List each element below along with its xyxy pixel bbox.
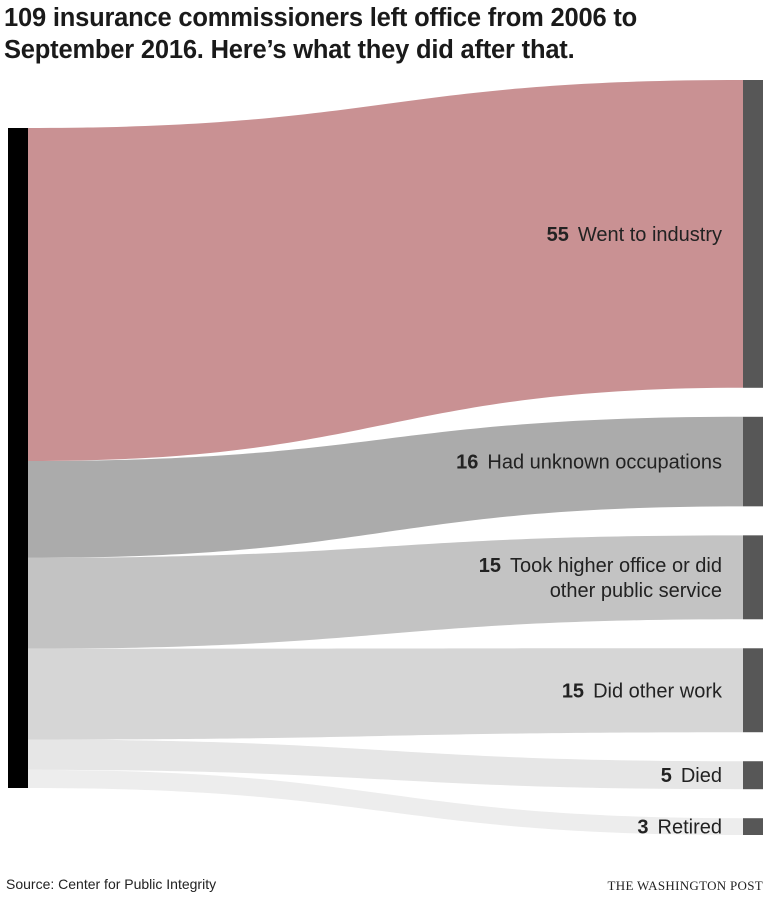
- flow-value-2: 15: [479, 555, 501, 577]
- publisher-logo: THE WASHINGTON POST: [607, 878, 763, 893]
- sankey-flow-1: [28, 416, 743, 558]
- flow-label-line-2-0: Took higher office or did: [510, 555, 722, 577]
- flow-label-4: 5 Died: [661, 765, 722, 787]
- target-node-3: [743, 648, 763, 733]
- flow-value-3: 15: [562, 680, 584, 702]
- flow-label-line-2-1: other public service: [550, 580, 722, 602]
- title-line-2: September 2016. Here’s what they did aft…: [4, 36, 575, 64]
- sankey-flow-0: [28, 80, 743, 462]
- target-node-4: [743, 761, 763, 790]
- flow-label-3: 15 Did other work: [562, 680, 723, 702]
- flow-label-line-1-0: Had unknown occupations: [487, 452, 722, 474]
- flow-value-4: 5: [661, 765, 672, 787]
- flow-value-0: 55: [547, 224, 569, 246]
- target-node-0: [743, 80, 763, 388]
- target-node-5: [743, 818, 763, 835]
- target-node-2: [743, 535, 763, 620]
- title-line-1: 109 insurance commissioners left office …: [4, 4, 638, 32]
- sankey-flow-4: [28, 739, 743, 790]
- sankey-flow-3: [28, 648, 743, 740]
- flow-value-1: 16: [456, 452, 478, 474]
- source-note: Source: Center for Public Integrity: [6, 876, 217, 892]
- flow-label-line-4-0: Died: [681, 765, 722, 787]
- sankey-flow-5: [28, 769, 743, 835]
- sankey-flow-2: [28, 535, 743, 649]
- flow-label-1: 16 Had unknown occupations: [456, 452, 722, 474]
- flow-label-5: 3 Retired: [637, 817, 722, 839]
- flow-label-2: 15 Took higher office or did other public …: [479, 555, 722, 602]
- chart-title: 109 insurance commissioners left office …: [4, 2, 764, 66]
- flow-label-0: 55 Went to industry: [547, 224, 722, 246]
- flow-value-5: 3: [637, 817, 648, 839]
- flow-label-line-0-0: Went to industry: [578, 224, 722, 246]
- flow-label-line-5-0: Retired: [658, 817, 722, 839]
- flow-label-line-3-0: Did other work: [593, 680, 723, 702]
- source-node: [8, 128, 28, 788]
- target-node-1: [743, 416, 763, 507]
